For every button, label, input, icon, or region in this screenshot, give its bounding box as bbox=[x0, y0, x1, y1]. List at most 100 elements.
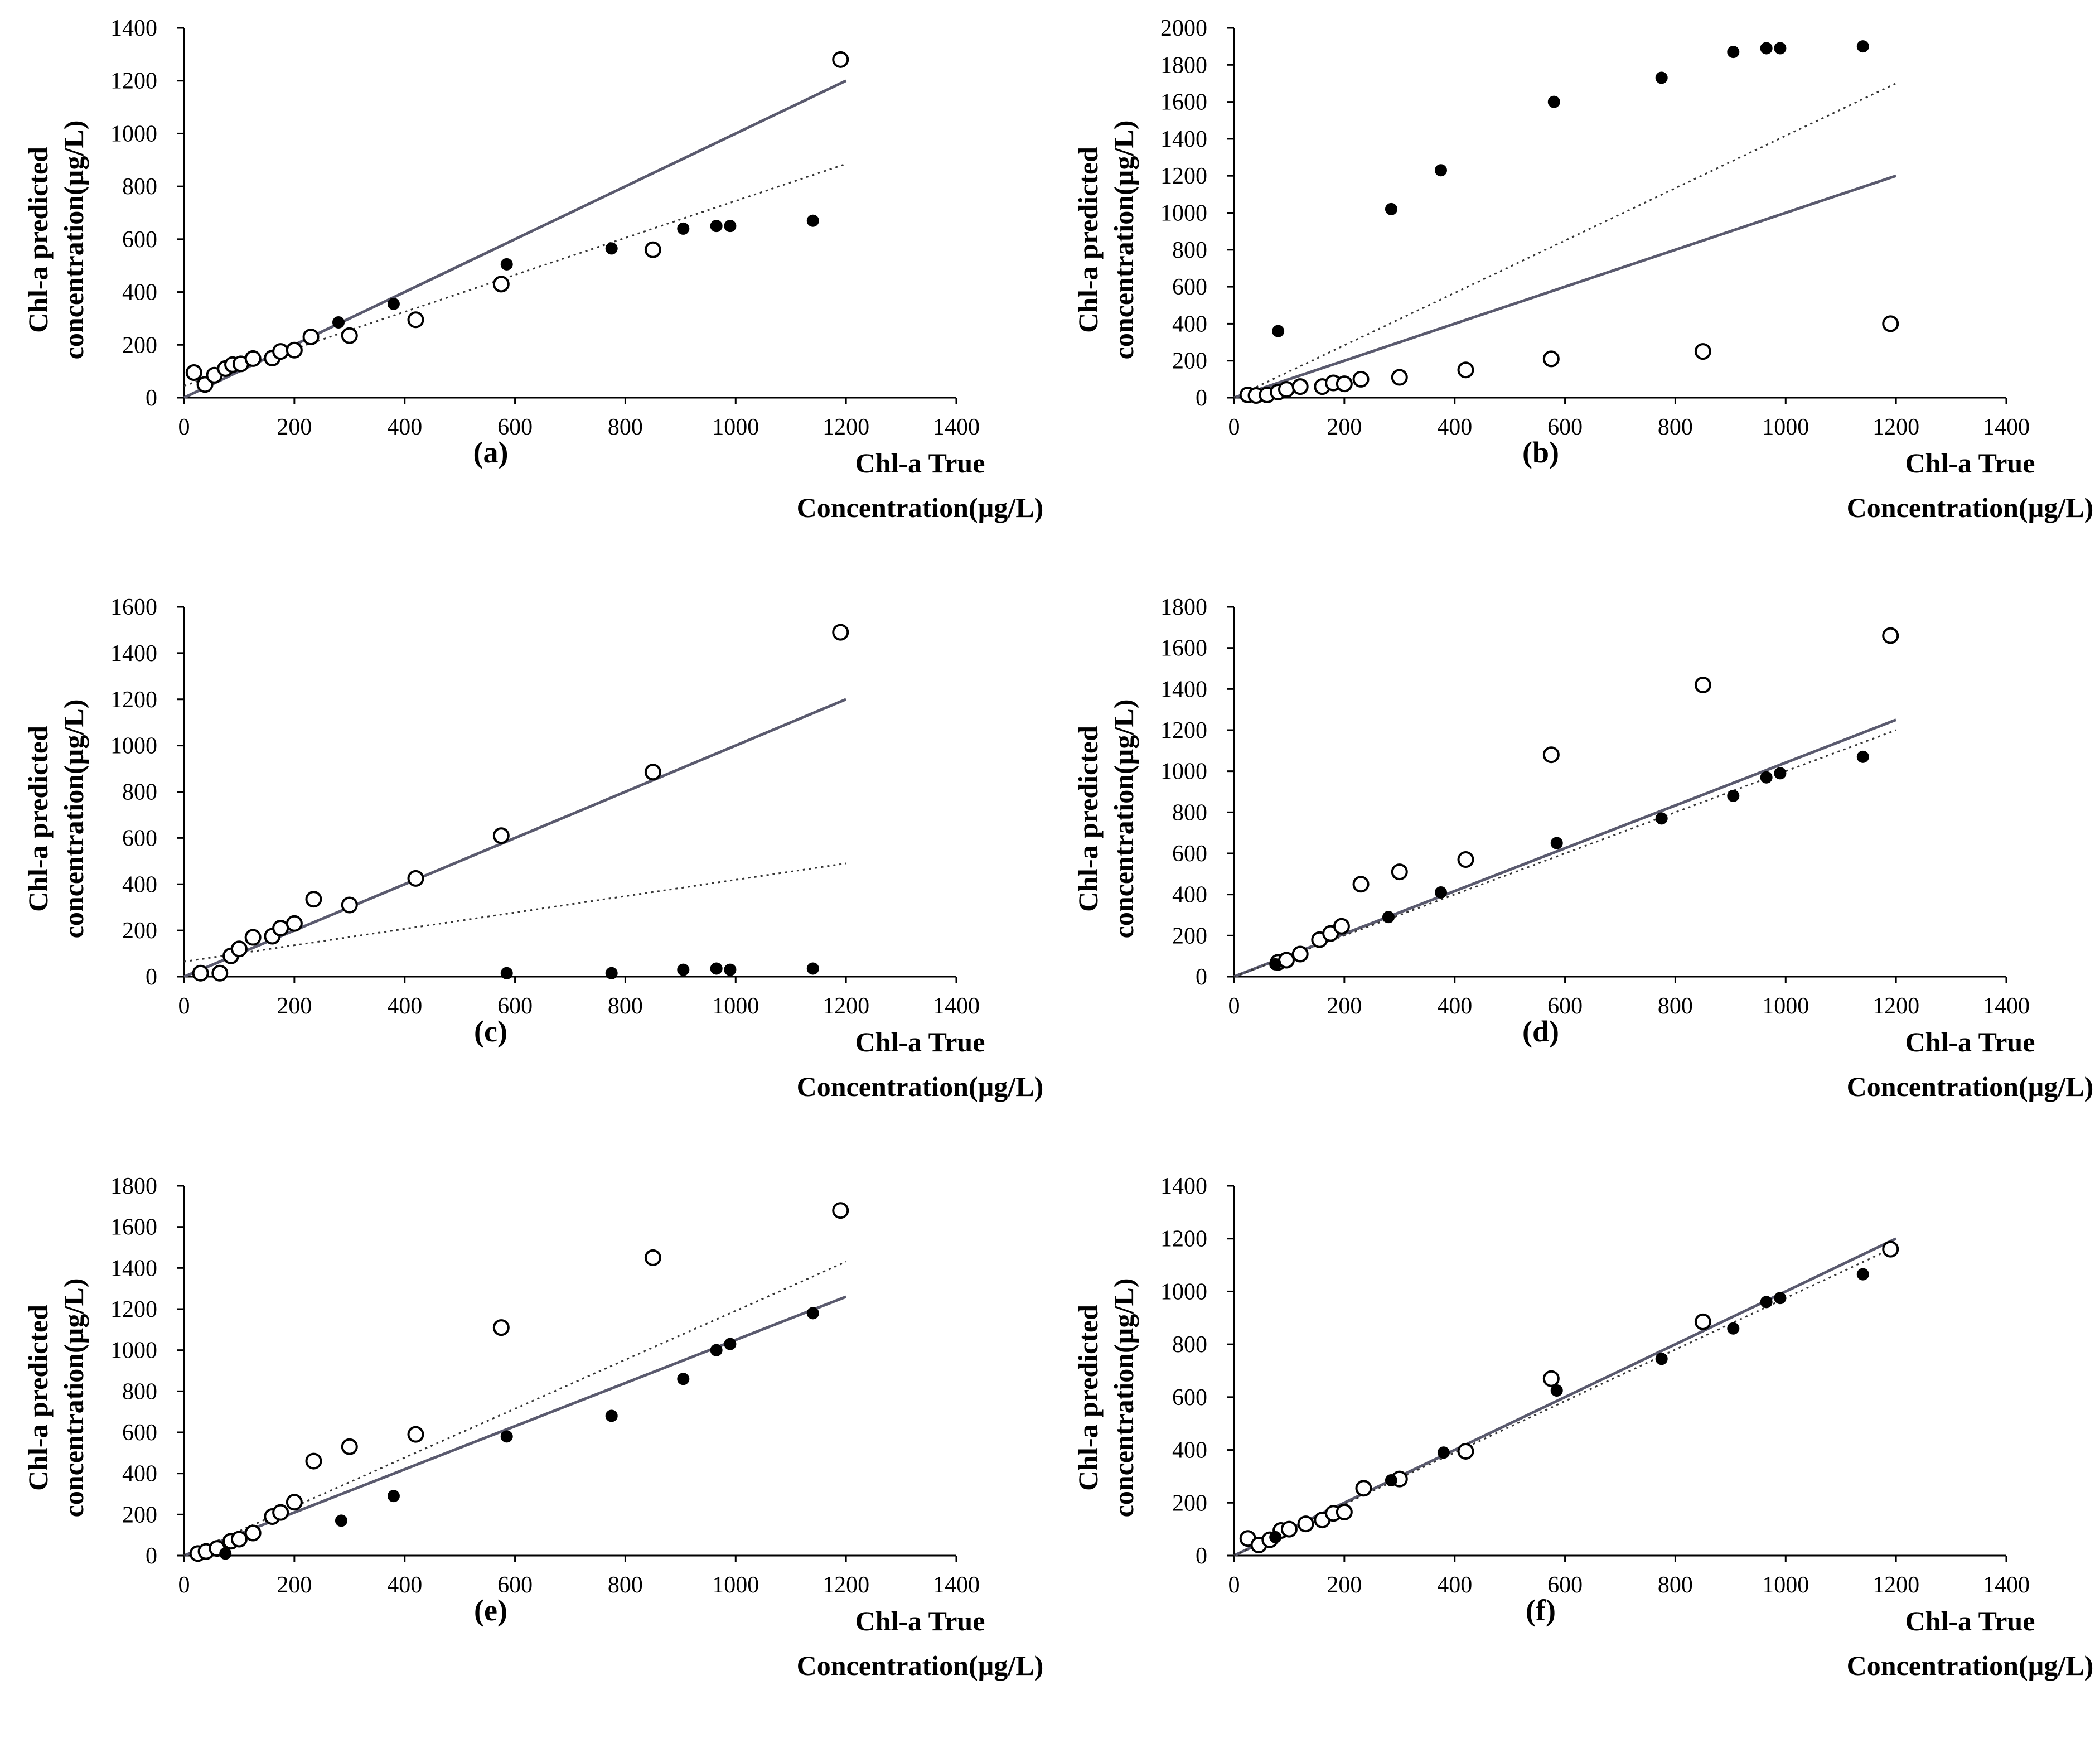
y-tick-label: 1600 bbox=[110, 1215, 157, 1240]
y-tick-label: 1600 bbox=[1160, 90, 1207, 115]
open-data-point bbox=[1457, 1442, 1474, 1460]
y-axis-label-text: Chl-a predicted concentration(µg/L) bbox=[20, 624, 91, 1014]
y-tick-label: 400 bbox=[122, 872, 157, 897]
x-axis-label: Chl-a True Concentration(µg/L) bbox=[1808, 1020, 2100, 1109]
x-axis-label-line2: Concentration(µg/L) bbox=[1846, 1650, 2094, 1681]
y-tick-label: 1400 bbox=[1160, 677, 1207, 702]
panel-label: (f) bbox=[1526, 1594, 1556, 1627]
open-data-point bbox=[1352, 876, 1370, 893]
y-axis-label: Chl-a predicted concentration(µg/L) bbox=[0, 1203, 112, 1593]
x-tick-label: 200 bbox=[277, 993, 312, 1019]
y-axis-label-text: Chl-a predicted concentration(µg/L) bbox=[1070, 45, 1141, 435]
open-data-point bbox=[244, 929, 262, 946]
x-tick-label: 200 bbox=[1327, 414, 1362, 440]
x-tick-label: 1200 bbox=[1872, 993, 1919, 1019]
x-tick-label: 1400 bbox=[1983, 993, 2030, 1019]
y-tick-label: 0 bbox=[146, 1543, 157, 1569]
open-data-point bbox=[1291, 945, 1309, 963]
y-tick-label: 1400 bbox=[110, 16, 157, 41]
x-tick-label: 400 bbox=[387, 414, 422, 440]
open-data-point bbox=[1355, 1480, 1372, 1497]
x-tick-label: 1200 bbox=[822, 993, 869, 1019]
open-data-point bbox=[341, 1438, 358, 1455]
open-data-point bbox=[832, 1202, 849, 1219]
filled-data-point bbox=[1385, 202, 1397, 215]
y-axis-label-text: Chl-a predicted concentration(µg/L) bbox=[20, 1203, 91, 1593]
filled-data-point bbox=[1434, 886, 1447, 899]
open-data-point bbox=[230, 940, 248, 958]
x-tick-label: 1000 bbox=[1762, 1572, 1809, 1598]
x-tick-label: 1000 bbox=[712, 414, 759, 440]
y-tick-label: 1400 bbox=[110, 641, 157, 667]
y-axis-label-line1: Chl-a predicted bbox=[22, 726, 54, 912]
one-to-one-line bbox=[1233, 174, 1896, 399]
filled-data-point bbox=[677, 222, 690, 235]
open-data-point bbox=[1882, 315, 1899, 332]
open-data-point bbox=[272, 343, 289, 360]
x-axis-label: Chl-a True Concentration(µg/L) bbox=[758, 1599, 1082, 1688]
y-tick-label: 400 bbox=[1172, 311, 1207, 337]
x-axis-label-line2: Concentration(µg/L) bbox=[1846, 1071, 2094, 1102]
x-tick-label: 800 bbox=[1658, 1572, 1693, 1598]
x-tick-label: 800 bbox=[1658, 993, 1693, 1019]
chart-svg: 0 200 400 600 800 1000 1200 1400 1600 0 200 400 600 8… bbox=[110, 595, 980, 1019]
y-axis-label: Chl-a predicted concentration(µg/L) bbox=[1050, 624, 1162, 1014]
open-data-point bbox=[644, 764, 661, 781]
open-data-point bbox=[1297, 1515, 1314, 1533]
panel-label: (e) bbox=[474, 1594, 507, 1627]
open-data-point bbox=[302, 329, 320, 346]
filled-data-point bbox=[1774, 767, 1787, 780]
y-tick-label: 0 bbox=[1196, 964, 1207, 990]
open-data-point bbox=[305, 891, 322, 908]
x-tick-label: 1000 bbox=[712, 993, 759, 1019]
open-data-point bbox=[341, 327, 358, 344]
y-tick-label: 600 bbox=[1172, 1385, 1207, 1411]
chart-svg: 0 200 400 600 800 1000 1200 1400 0 200 400 600 800 10… bbox=[1160, 1174, 2030, 1598]
x-tick-label: 0 bbox=[1228, 1572, 1240, 1598]
x-tick-label: 200 bbox=[277, 414, 312, 440]
y-tick-label: 200 bbox=[1172, 923, 1207, 949]
open-data-point bbox=[1280, 1520, 1298, 1538]
open-data-point bbox=[1457, 361, 1474, 379]
y-axis-label-line2: concentration(µg/L) bbox=[1108, 1278, 1139, 1518]
filled-data-point bbox=[724, 220, 737, 233]
x-tick-label: 0 bbox=[1228, 414, 1240, 440]
open-data-point bbox=[1694, 343, 1711, 360]
x-axis-label: Chl-a True Concentration(µg/L) bbox=[1808, 1599, 2100, 1688]
regression-line bbox=[1233, 83, 1896, 399]
chart-svg: 0 200 400 600 800 1000 1200 1400 1600 1800 2000 0 20… bbox=[1160, 16, 2030, 440]
filled-data-point bbox=[806, 1307, 819, 1320]
y-tick-label: 600 bbox=[1172, 841, 1207, 867]
x-tick-label: 1200 bbox=[822, 1572, 869, 1598]
y-tick-label: 800 bbox=[122, 1379, 157, 1404]
y-tick-label: 800 bbox=[122, 174, 157, 200]
filled-data-point bbox=[1385, 1474, 1397, 1487]
chart-svg: 0 200 400 600 800 1000 1200 1400 0 200 400 600 800 10… bbox=[110, 16, 980, 440]
open-data-point bbox=[272, 919, 289, 936]
y-tick-label: 1000 bbox=[110, 733, 157, 759]
filled-data-point bbox=[332, 316, 345, 329]
y-tick-label: 1800 bbox=[1160, 595, 1207, 620]
chart-panel: 0 200 400 600 800 1000 1200 1400 1600 1800 0 200 400… bbox=[1050, 579, 2100, 1158]
open-data-point bbox=[1291, 378, 1309, 395]
x-axis-label-line2: Concentration(µg/L) bbox=[1846, 492, 2094, 523]
filled-data-point bbox=[1550, 837, 1563, 849]
x-tick-label: 600 bbox=[497, 1572, 533, 1598]
panel-label: (c) bbox=[474, 1015, 507, 1048]
x-tick-label: 1400 bbox=[933, 414, 980, 440]
open-data-point bbox=[244, 350, 262, 367]
filled-data-point bbox=[387, 1490, 400, 1503]
open-data-point bbox=[1336, 375, 1353, 393]
y-tick-label: 800 bbox=[122, 780, 157, 805]
filled-data-point bbox=[806, 214, 819, 227]
open-data-point bbox=[1542, 746, 1560, 764]
filled-data-point bbox=[710, 220, 723, 233]
open-data-point bbox=[1457, 851, 1474, 868]
open-data-point bbox=[1278, 381, 1295, 398]
y-tick-label: 600 bbox=[122, 227, 157, 253]
filled-data-point bbox=[500, 1430, 513, 1443]
filled-data-point bbox=[1760, 771, 1773, 784]
filled-data-point bbox=[1434, 164, 1447, 177]
regression-line bbox=[183, 862, 846, 963]
regression-line bbox=[183, 1261, 846, 1557]
